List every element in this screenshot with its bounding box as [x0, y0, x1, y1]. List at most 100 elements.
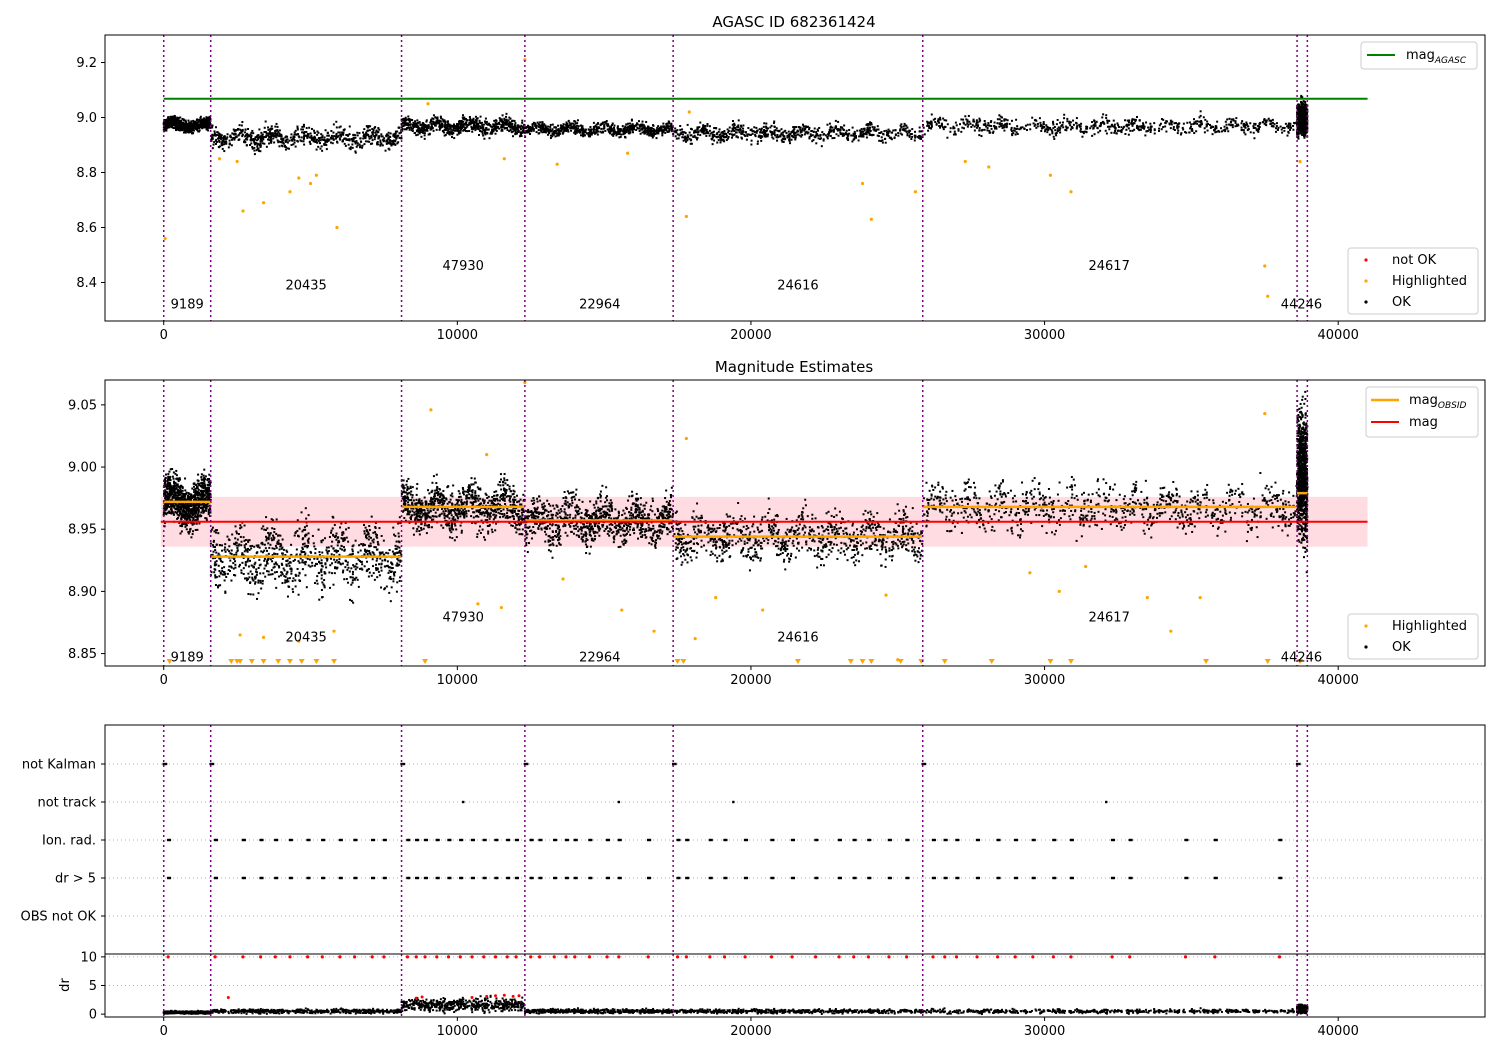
ok-point [1047, 126, 1050, 129]
ok-point [507, 119, 510, 122]
ok-point [740, 132, 743, 135]
ok-point [661, 134, 664, 137]
ok-point [465, 121, 468, 124]
ok-point [837, 120, 840, 123]
ok-point [589, 126, 592, 129]
ok-point [556, 129, 559, 132]
ok-point [857, 139, 860, 142]
ok-point [266, 138, 269, 141]
ok-point [408, 126, 411, 129]
ok-point [442, 120, 445, 123]
ok-point [443, 125, 446, 128]
ok-point [788, 134, 791, 137]
ok-point [833, 136, 836, 139]
ok-point [1066, 120, 1069, 123]
ok-point [521, 131, 524, 134]
ok-point [965, 118, 968, 121]
ok-point [762, 130, 765, 133]
ok-point [665, 129, 668, 132]
ok-point [354, 150, 357, 153]
ok-point [356, 131, 359, 134]
ok-point [1206, 129, 1209, 132]
ok-point [385, 135, 388, 138]
ok-point [1205, 125, 1208, 128]
ok-point [485, 128, 488, 131]
ok-point [540, 130, 543, 133]
ok-point [1138, 129, 1141, 132]
ok-point [1144, 134, 1147, 137]
ok-point [376, 131, 379, 134]
ok-point [522, 127, 525, 130]
ok-point [1063, 117, 1066, 120]
ok-point [597, 122, 600, 125]
ok-point [826, 137, 829, 140]
ok-point [1063, 113, 1066, 116]
ok-point [226, 133, 229, 136]
ok-point [209, 117, 212, 120]
ok-point [755, 131, 758, 134]
ok-point [689, 139, 692, 142]
ok-point [325, 143, 328, 146]
ok-point [464, 117, 467, 120]
ok-point [1304, 110, 1307, 113]
ok-point [964, 123, 967, 126]
ok-point [791, 135, 794, 138]
ok-point [1304, 124, 1307, 127]
ok-point [458, 126, 461, 129]
ok-point [1113, 123, 1116, 126]
ok-point [735, 128, 738, 131]
ok-point [705, 128, 708, 131]
legend-mag-agasc-label: magAGASC [1406, 48, 1467, 66]
panel1-legend-top: magAGASC [1360, 41, 1478, 70]
ok-point [916, 135, 919, 138]
ok-point [170, 115, 173, 118]
ok-point [973, 120, 976, 123]
ok-point [407, 115, 410, 118]
ok-point [677, 137, 680, 140]
ok-point [812, 139, 815, 142]
ok-point [1296, 109, 1299, 112]
ok-point [1005, 126, 1008, 129]
ok-point [521, 121, 524, 124]
ok-point [1065, 125, 1068, 128]
ok-point [793, 136, 796, 139]
ok-point [808, 128, 811, 131]
ok-point [493, 127, 496, 130]
ok-point [913, 134, 916, 137]
ok-point [183, 131, 186, 134]
ok-point [552, 132, 555, 135]
ok-point [267, 134, 270, 137]
ok-point [546, 129, 549, 132]
ok-point [598, 127, 601, 130]
ok-point [781, 140, 784, 143]
ok-point [334, 137, 337, 140]
ok-point [816, 129, 819, 132]
ok-point [765, 129, 768, 132]
ok-point [1303, 115, 1306, 118]
ok-point [323, 138, 326, 141]
ok-point [472, 117, 475, 120]
ok-point [668, 130, 671, 133]
ok-point [326, 131, 329, 134]
ok-point [627, 130, 630, 133]
ok-point [177, 125, 180, 128]
ok-point [1046, 131, 1049, 134]
highlighted-point [297, 176, 301, 180]
ok-point [541, 128, 544, 131]
ok-point [284, 136, 287, 139]
ok-point [411, 118, 414, 121]
ok-point [681, 136, 684, 139]
ok-point [461, 116, 464, 119]
ok-point [811, 134, 814, 137]
ok-point [1244, 126, 1247, 129]
ok-point [1205, 123, 1208, 126]
ok-point [1257, 127, 1260, 130]
ok-point [975, 121, 978, 124]
ok-point [398, 136, 401, 139]
ok-point [1120, 129, 1123, 132]
ok-point [1296, 118, 1299, 121]
ok-point [409, 126, 412, 129]
ok-point [401, 129, 404, 132]
ok-point [212, 134, 215, 137]
obsid-label: 20435 [285, 278, 326, 293]
